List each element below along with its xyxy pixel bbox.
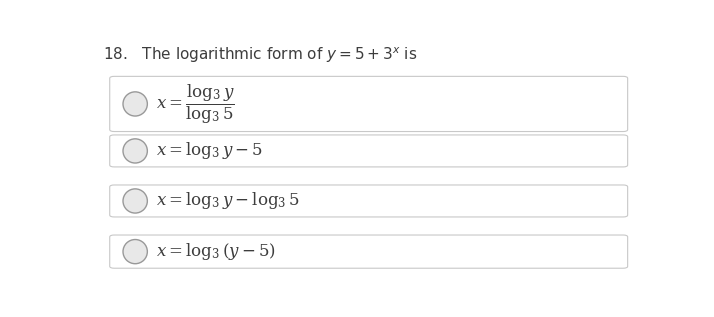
Text: 18.   The logarithmic form of $y = 5+3^x$ is: 18. The logarithmic form of $y = 5+3^x$ … [103,45,418,65]
Text: $x = \log_3(y - 5)$: $x = \log_3(y - 5)$ [156,241,276,262]
FancyBboxPatch shape [110,235,628,268]
Ellipse shape [123,189,147,213]
FancyBboxPatch shape [110,76,628,132]
Ellipse shape [123,240,147,264]
FancyBboxPatch shape [110,185,628,217]
Text: $x = \log_3 y - 5$: $x = \log_3 y - 5$ [156,140,263,161]
Ellipse shape [123,139,147,163]
Text: $x = \dfrac{\log_3 y}{\log_3 5}$: $x = \dfrac{\log_3 y}{\log_3 5}$ [156,82,234,126]
Ellipse shape [123,92,147,116]
FancyBboxPatch shape [110,135,628,167]
Text: $x = \log_3 y - \log_3 5$: $x = \log_3 y - \log_3 5$ [156,191,299,211]
